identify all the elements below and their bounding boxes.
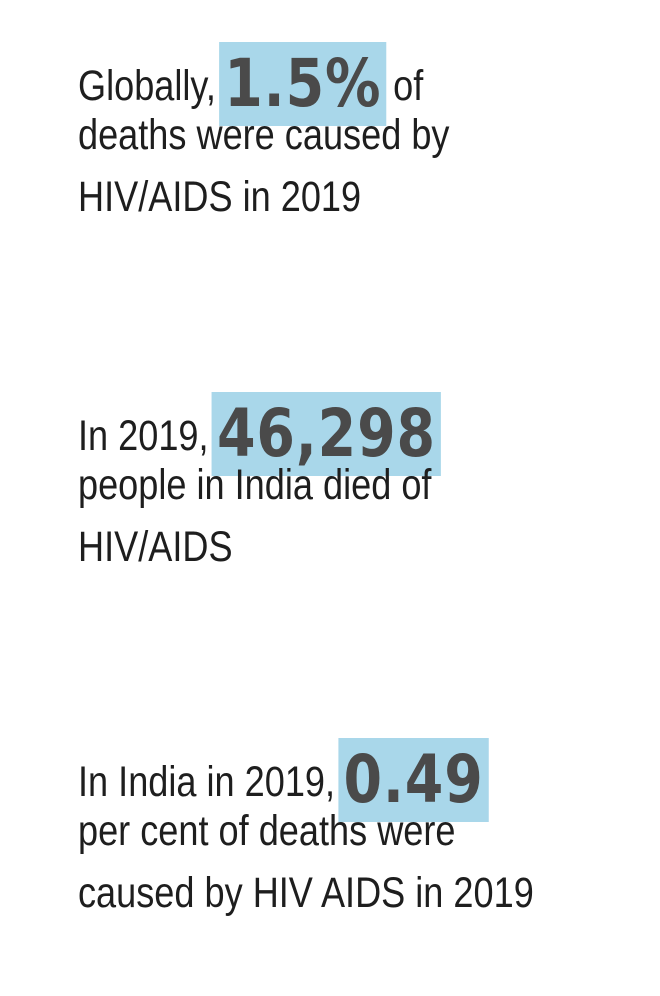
fact-headline: In 2019, 46,298 [78, 392, 649, 476]
highlight-stat: 1.5% [219, 42, 387, 126]
fact-text: Globally, 1.5% of deaths were caused by HI… [78, 42, 649, 228]
fact-prefix: In India in 2019, [78, 758, 336, 806]
fact-line: people in India died of [78, 461, 432, 509]
fact-india-deaths: In 2019, 46,298 people in India died of H… [78, 392, 648, 578]
fact-india-share: In India in 2019, 0.49 per cent of deaths… [78, 738, 648, 924]
fact-text: In India in 2019, 0.49 per cent of deaths… [78, 738, 649, 924]
fact-prefix: Globally, [78, 62, 216, 110]
fact-text: In 2019, 46,298 people in India died of H… [78, 392, 649, 578]
highlight-stat: 0.49 [338, 738, 489, 822]
fact-suffix: of [393, 62, 424, 110]
fact-line: HIV/AIDS [78, 523, 233, 571]
fact-line: per cent of deaths were [78, 807, 456, 855]
fact-line: HIV/AIDS in 2019 [78, 173, 362, 221]
fact-headline: Globally, 1.5% of [78, 42, 649, 126]
fact-line: caused by HIV AIDS in 2019 [78, 869, 534, 917]
highlight-stat: 46,298 [211, 392, 441, 476]
fact-prefix: In 2019, [78, 412, 209, 460]
fact-global-share: Globally, 1.5% of deaths were caused by HI… [78, 42, 648, 228]
fact-headline: In India in 2019, 0.49 [78, 738, 649, 822]
fact-line: deaths were caused by [78, 111, 450, 159]
